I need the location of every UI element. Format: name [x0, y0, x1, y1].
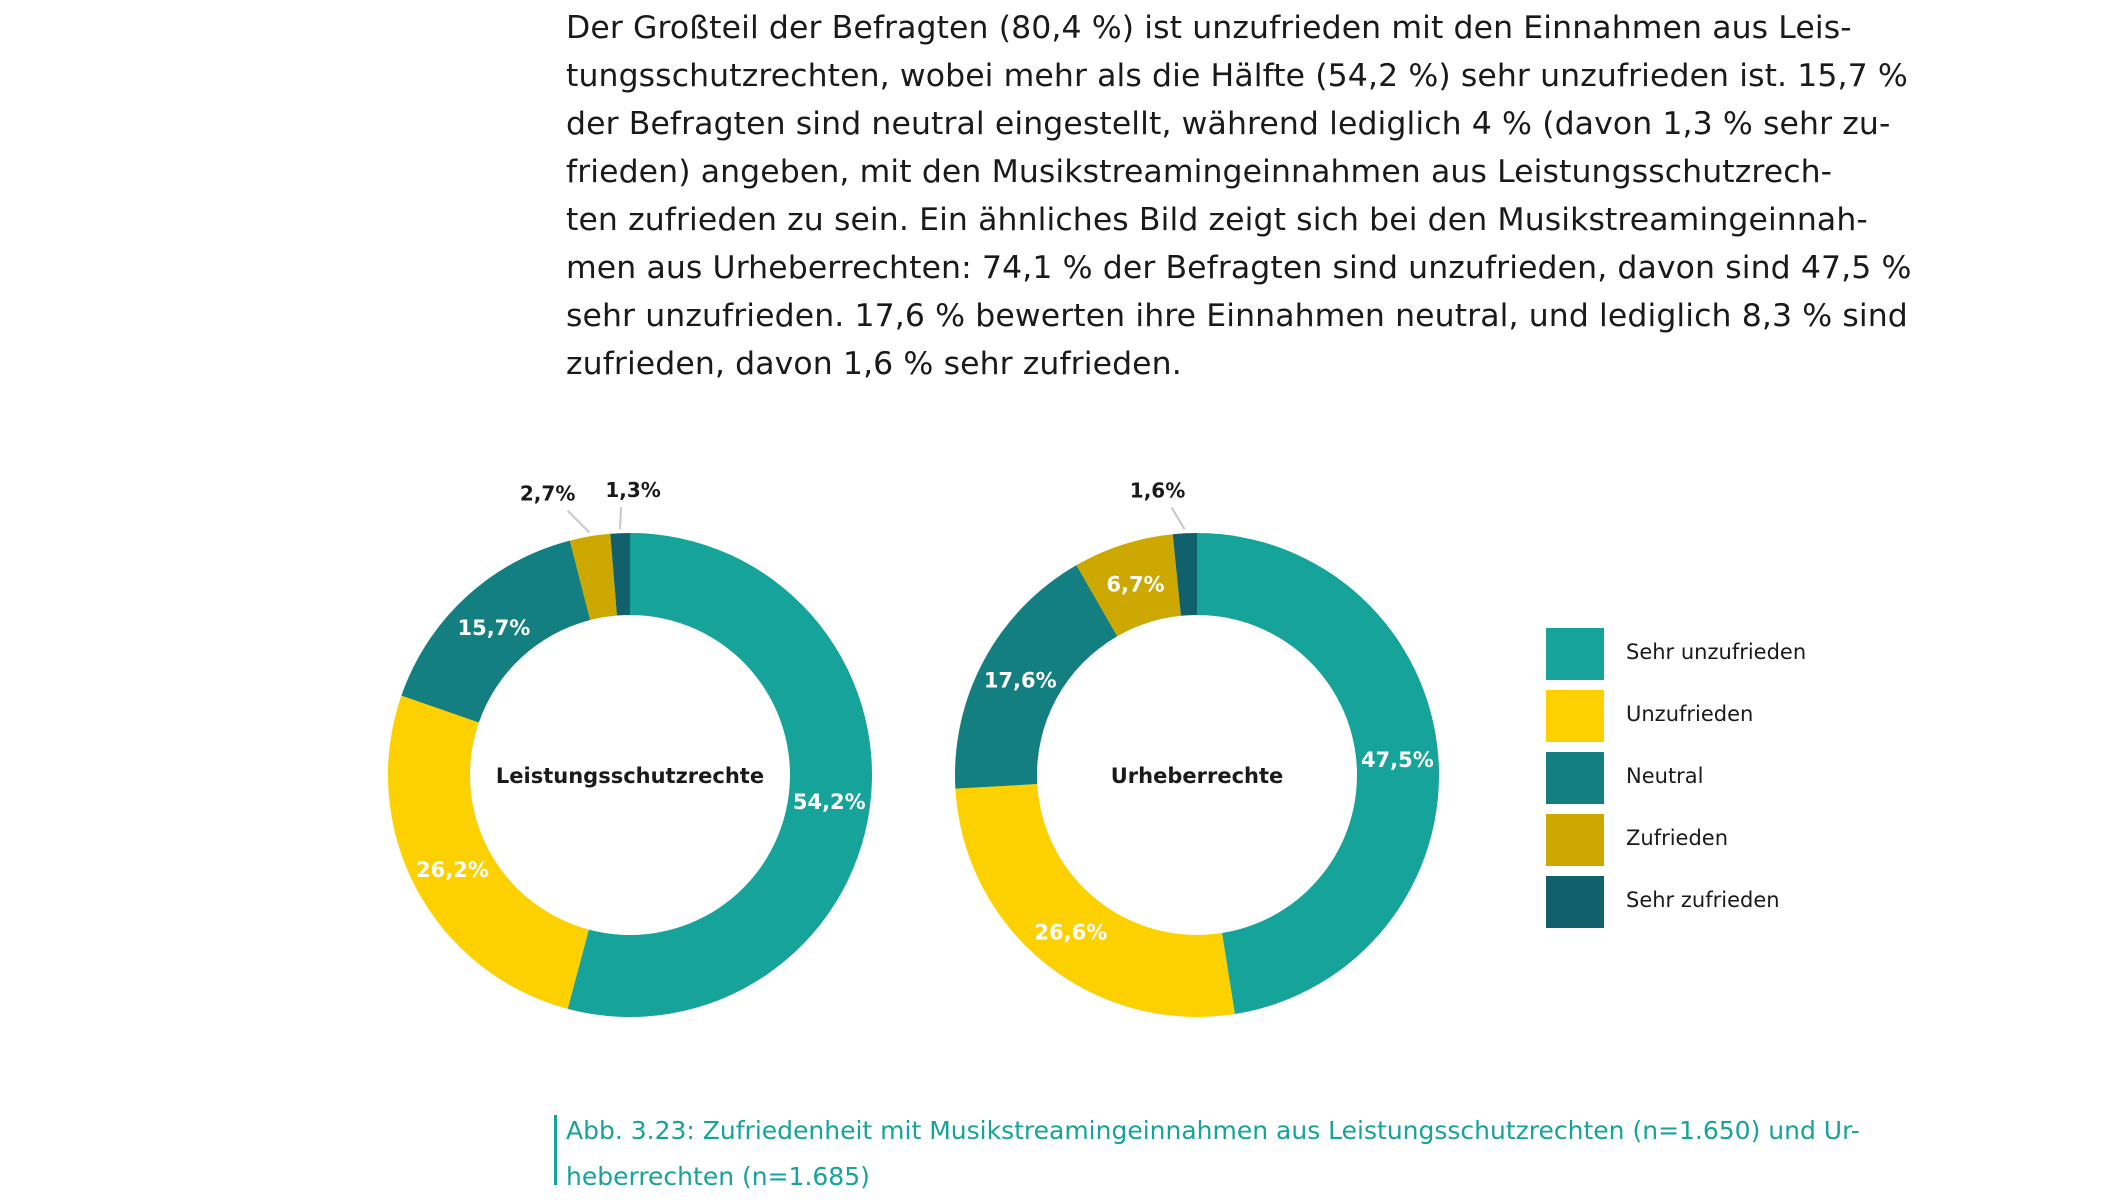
legend-label: Sehr zufrieden [1626, 888, 1780, 912]
legend-label: Sehr unzufrieden [1626, 640, 1807, 664]
leader-line [618, 507, 623, 530]
body-text-line: der Befragten sind neutral eingestellt, … [566, 106, 1891, 142]
donut-chart-1: 54,2% 26,2% 15,7% 2,7% 1,3% Leistungsschutzre… [388, 478, 873, 1018]
donut-slice-2-4 [1076, 534, 1181, 637]
slice-label: 26,2% [416, 858, 489, 882]
donut-slice-2-3 [955, 565, 1118, 789]
legend-swatch [1546, 876, 1604, 928]
legend-swatch [1546, 814, 1604, 866]
legend-item-zufrieden: Zufrieden [1546, 814, 1886, 866]
leader-line [566, 509, 590, 534]
legend-swatch [1546, 690, 1604, 742]
donut-slice-1-4 [569, 533, 617, 621]
caption-line: Abb. 3.23: Zufriedenheit mit Musikstream… [566, 1116, 1860, 1145]
slice-label: 17,6% [984, 668, 1057, 692]
slice-label: 54,2% [793, 790, 866, 814]
slice-label-outside: 2,7% [520, 482, 575, 506]
slice-label: 26,6% [1034, 920, 1107, 944]
body-text-line: frieden) angeben, mit den Musikstreaming… [566, 154, 1833, 190]
legend-swatch [1546, 752, 1604, 804]
legend-item-sehr-zufrieden: Sehr zufrieden [1546, 876, 1886, 928]
figure-caption: Abb. 3.23: Zufriedenheit mit Musikstream… [566, 1108, 1886, 1200]
donut-slice-2-2 [955, 784, 1235, 1018]
legend-label: Neutral [1626, 764, 1704, 788]
legend-label: Unzufrieden [1626, 702, 1754, 726]
caption-accent-bar [554, 1115, 557, 1185]
donut-slice-1-3 [401, 540, 591, 723]
donut-slice-1-1 [567, 533, 873, 1018]
body-text: Der Großteil der Befragten (80,4 %) ist … [566, 4, 1912, 388]
donut-slice-1-2 [388, 695, 589, 1009]
legend-item-unzufrieden: Unzufrieden [1546, 690, 1886, 742]
leader-line [1170, 506, 1186, 530]
caption-line: heberrechten (n=1.685) [566, 1162, 870, 1191]
legend-item-sehr-unzufrieden: Sehr unzufrieden [1546, 628, 1886, 680]
legend-label: Zufrieden [1626, 826, 1729, 850]
donut-chart-2: 47,5% 26,6% 17,6% 6,7% 1,6% Urheberrechte [955, 478, 1439, 1018]
slice-label: 15,7% [457, 616, 530, 640]
body-text-line: zufrieden, davon 1,6 % sehr zufrieden. [566, 346, 1182, 382]
body-text-line: sehr unzufrieden. 17,6 % bewerten ihre E… [566, 298, 1908, 334]
donut-slice-2-1 [1197, 533, 1439, 1015]
body-text-line: men aus Urheberrechten: 74,1 % der Befra… [566, 250, 1912, 286]
slice-label: 6,7% [1106, 573, 1164, 597]
slice-label-outside: 1,3% [605, 478, 660, 502]
donut-center-label: Urheberrechte [1111, 764, 1284, 788]
body-text-line: tungsschutzrechten, wobei mehr als die H… [566, 58, 1908, 94]
body-text-line: Der Großteil der Befragten (80,4 %) ist … [566, 10, 1852, 46]
donut-slice-1-5 [610, 533, 630, 616]
body-text-line: ten zufrieden zu sein. Ein ähnliches Bil… [566, 202, 1868, 238]
donut-center-label: Leistungsschutzrechte [496, 764, 764, 788]
donut-slice-2-5 [1172, 533, 1197, 616]
legend-item-neutral: Neutral [1546, 752, 1886, 804]
legend-swatch [1546, 628, 1604, 680]
slice-label-outside: 1,6% [1130, 478, 1185, 502]
slice-label: 47,5% [1361, 748, 1434, 772]
